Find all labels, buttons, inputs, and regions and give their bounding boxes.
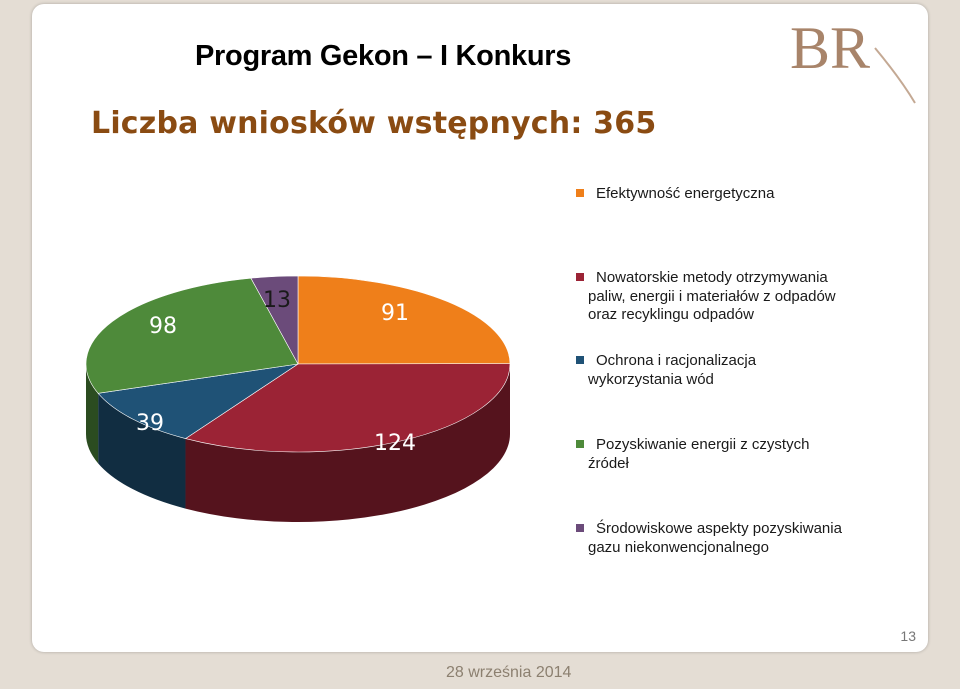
pie-side-3 xyxy=(86,364,99,464)
legend-item-efektywnosc: Efektywność energetyczna xyxy=(576,185,876,204)
slide-subtitle: Liczba wniosków wstępnych: 365 xyxy=(91,106,657,141)
legend-swatch xyxy=(576,524,584,532)
br-logo: BR xyxy=(790,15,916,104)
legend-item-nowatorskie: Nowatorskie metody otrzymywania paliw, e… xyxy=(576,269,876,325)
legend-item-pozyskiwanie: Pozyskiwanie energii z czystych źródeł xyxy=(576,436,876,473)
pie-slice-0 xyxy=(297,275,511,365)
legend-item-srodowiskowe: Środowiskowe aspekty pozyskiwania gazu n… xyxy=(576,520,876,557)
pie-label-0: 91 xyxy=(381,301,409,326)
pie-label-3: 98 xyxy=(149,314,177,339)
pie-side-2 xyxy=(98,393,186,509)
pie-label-2: 39 xyxy=(136,411,164,436)
pie-side-1 xyxy=(185,364,510,523)
pie-slice-1 xyxy=(184,363,511,453)
legend-swatch xyxy=(576,189,584,197)
legend-swatch xyxy=(576,440,584,448)
legend-item-ochrona: Ochrona i racjonalizacja wykorzystania w… xyxy=(576,352,876,389)
pie-slice-4 xyxy=(250,275,299,365)
page-number: 13 xyxy=(900,628,916,644)
br-logo-text: BR xyxy=(790,15,870,81)
legend-swatch xyxy=(576,273,584,281)
slide-title: Program Gekon – I Konkurs xyxy=(195,40,572,72)
pie-slice-2 xyxy=(97,363,299,439)
slide-date: 28 września 2014 xyxy=(446,664,572,681)
legend-swatch xyxy=(576,356,584,364)
pie-label-1: 124 xyxy=(374,431,416,456)
pie-slice-3 xyxy=(85,277,299,394)
pie-label-4: 13 xyxy=(263,288,291,313)
